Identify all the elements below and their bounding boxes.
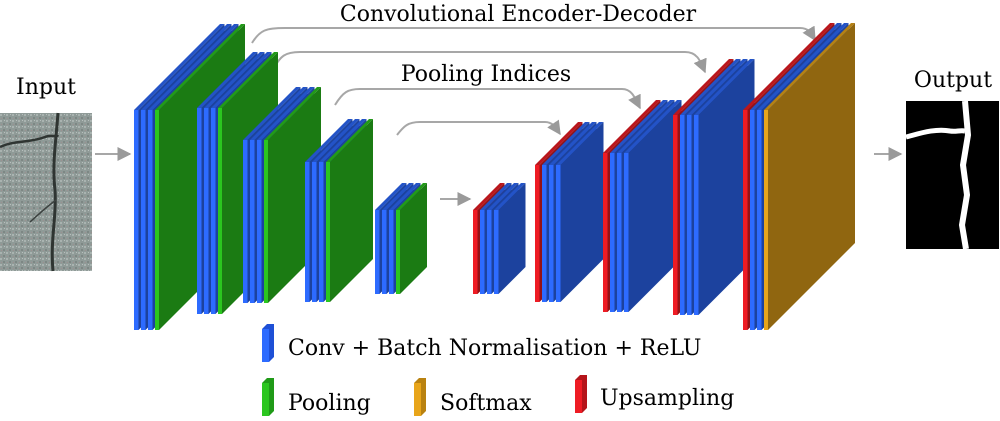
decoder-block-5 bbox=[743, 23, 855, 330]
connector-arrows bbox=[95, 25, 903, 206]
output-label: Output bbox=[914, 68, 992, 93]
input-image bbox=[0, 112, 92, 272]
softmax-slab-3 bbox=[764, 23, 855, 330]
pooling-slab-3 bbox=[396, 183, 427, 294]
encoder-block-5 bbox=[375, 183, 427, 294]
conv-slab-3 bbox=[556, 122, 604, 302]
conv-slab-3 bbox=[694, 59, 755, 315]
skip-arrow-2 bbox=[271, 51, 707, 74]
decoder-block-4 bbox=[673, 59, 755, 315]
skip-arrow-1 bbox=[251, 25, 816, 44]
output-image bbox=[905, 100, 999, 250]
pooling-slab-3 bbox=[326, 119, 373, 302]
legend-label-pooling: Pooling bbox=[288, 391, 371, 416]
legend-item-conv: Conv + Batch Normalisation + ReLU bbox=[262, 324, 701, 362]
skip-arrow-3 bbox=[334, 88, 641, 110]
legend-item-upsampling: Upsampling bbox=[575, 375, 734, 413]
skip-arrow-4 bbox=[396, 119, 561, 136]
legend-item-pooling: Pooling bbox=[262, 378, 371, 416]
encoder-decoder-label: Convolutional Encoder-Decoder bbox=[340, 2, 697, 27]
conv-slab-3 bbox=[494, 183, 526, 294]
decoder-block-3 bbox=[603, 100, 682, 312]
legend-label-upsampling: Upsampling bbox=[600, 386, 734, 411]
encoder-block-4 bbox=[305, 119, 373, 302]
conv-slab-3 bbox=[624, 100, 682, 312]
legend-label-softmax: Softmax bbox=[440, 391, 532, 416]
decoder-block-2 bbox=[535, 122, 604, 302]
legend: Conv + Batch Normalisation + ReLU Poolin… bbox=[262, 324, 734, 416]
layer-blocks bbox=[134, 23, 855, 330]
legend-label-conv: Conv + Batch Normalisation + ReLU bbox=[288, 336, 701, 361]
pooling-indices-label: Pooling Indices bbox=[401, 62, 571, 87]
legend-item-softmax: Softmax bbox=[414, 378, 532, 416]
input-label: Input bbox=[16, 75, 76, 100]
decoder-block-1 bbox=[473, 183, 526, 294]
encoder-block-3 bbox=[243, 87, 321, 303]
